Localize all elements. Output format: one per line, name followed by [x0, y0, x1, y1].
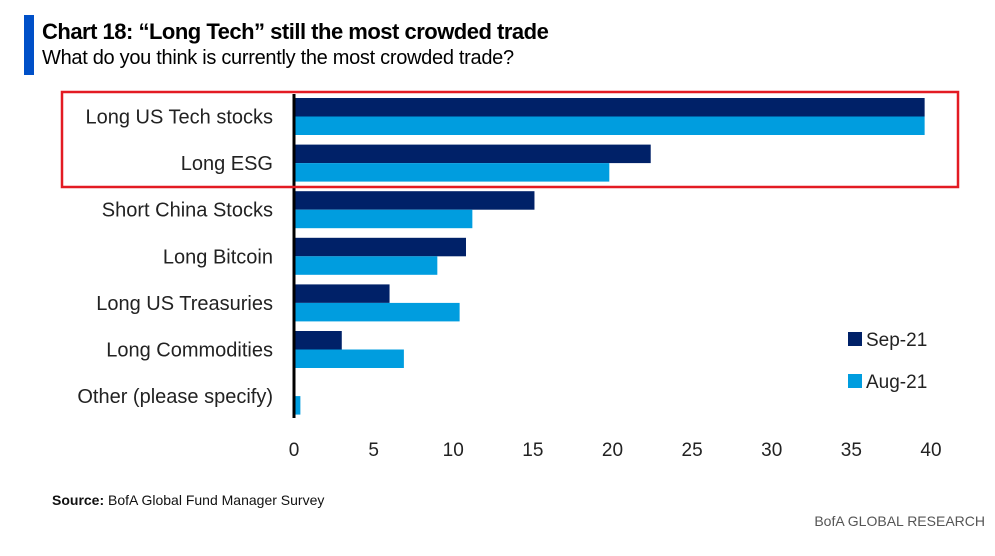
highlight-box [60, 90, 960, 189]
source-note: Source: BofA Global Fund Manager Survey [52, 492, 324, 508]
bar-sep-21-4 [294, 284, 390, 303]
x-tick-label: 15 [522, 440, 543, 461]
x-tick-label: 30 [761, 440, 782, 461]
category-label: Long Commodities [106, 340, 273, 362]
bar-aug-21-0 [294, 116, 925, 135]
bar-aug-21-5 [294, 349, 404, 368]
x-tick-label: 35 [841, 440, 862, 461]
chart-subtitle: What do you think is currently the most … [42, 47, 514, 69]
bar-aug-21-2 [294, 209, 473, 229]
bar-aug-21-4 [294, 302, 460, 322]
legend-swatch-aug-21 [848, 374, 862, 388]
bar-aug-21-6 [294, 396, 301, 415]
bar-sep-21-5 [294, 331, 342, 350]
x-tick-label: 10 [443, 440, 464, 461]
category-label: Long US Tech stocks [85, 107, 273, 129]
x-tick-label: 0 [289, 440, 300, 461]
source-label: Source: [52, 492, 105, 508]
bar-aug-21-1 [294, 163, 610, 182]
title-accent-bar [24, 15, 34, 75]
category-label: Long Bitcoin [163, 246, 273, 268]
source-text: BofA Global Fund Manager Survey [108, 492, 325, 508]
x-tick-label: 40 [920, 440, 941, 461]
brand-footer: BofA GLOBAL RESEARCH [814, 513, 985, 529]
legend-swatch-sep-21 [848, 332, 862, 346]
legend-label: Aug-21 [866, 372, 927, 393]
bar-sep-21-3 [294, 237, 466, 257]
legend-label: Sep-21 [866, 330, 927, 351]
bar-aug-21-3 [294, 256, 438, 275]
x-tick-label: 20 [602, 440, 623, 461]
bar-sep-21-0 [294, 98, 925, 117]
chart-title: Chart 18: “Long Tech” still the most cro… [42, 19, 549, 44]
category-label: Long ESG [181, 153, 273, 175]
bar-sep-21-1 [294, 144, 651, 164]
category-label: Long US Treasuries [96, 293, 273, 315]
x-tick-label: 25 [682, 440, 703, 461]
category-label: Other (please specify) [77, 386, 273, 408]
bar-sep-21-2 [294, 191, 535, 210]
x-tick-label: 5 [368, 440, 379, 461]
category-label: Short China Stocks [102, 200, 273, 222]
